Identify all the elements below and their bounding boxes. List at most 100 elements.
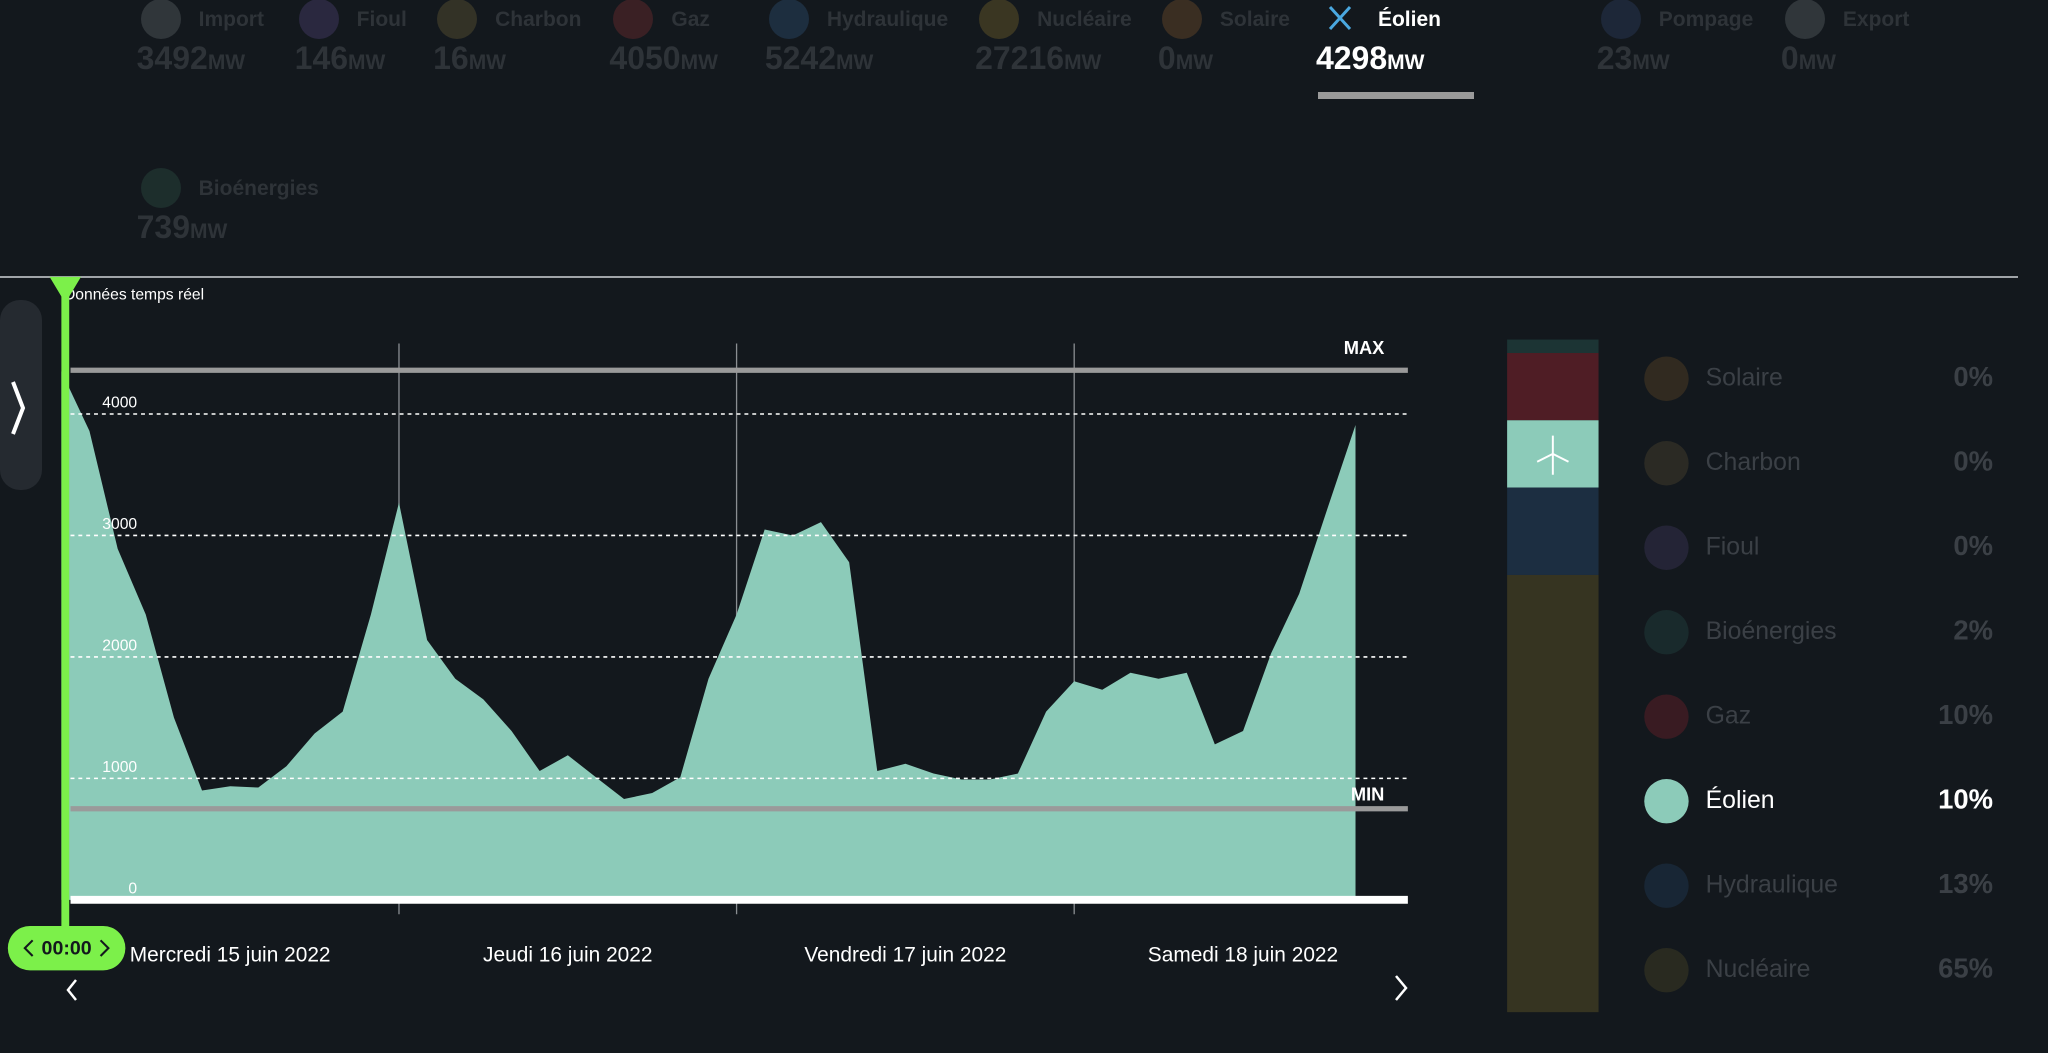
y-tick-label: 2000 (102, 638, 137, 655)
source-unit: MW (1798, 50, 1837, 74)
source-value-number: 27216 (975, 39, 1065, 76)
source-icon (140, 0, 181, 39)
stack-segment (1507, 353, 1599, 421)
x-tick-label: Samedi 18 juin 2022 (1148, 944, 1338, 967)
y-tick-label: 3000 (102, 516, 137, 533)
source-icon (298, 0, 339, 39)
source-value-number: 739 (136, 209, 191, 246)
stack-segment (1507, 339, 1599, 354)
wind-icon (1536, 435, 1569, 475)
source-value: 27216MW (975, 40, 1101, 77)
side-tab-arrow (11, 381, 26, 435)
source-unit: MW (190, 220, 228, 244)
legend-icon (1644, 694, 1689, 739)
source-unit: MW (836, 50, 874, 74)
source-value-number: 23 (1596, 39, 1633, 76)
source-name: Solaire (1219, 7, 1290, 31)
legend-icon (1644, 779, 1689, 824)
max-line-label: MAX (1344, 337, 1385, 358)
source-value-number: 4298 (1315, 39, 1388, 76)
chart-title: Données temps réel (64, 286, 204, 303)
source-icon (1784, 0, 1825, 39)
source-value: 4298MW (1316, 40, 1425, 77)
source-value: 739MW (137, 209, 228, 246)
legend-value: 0% (1953, 445, 1993, 476)
legend-value: 65% (1938, 952, 1993, 983)
source-unit: MW (1387, 50, 1425, 74)
source-name: Hydraulique (826, 7, 949, 31)
legend-value: 13% (1938, 868, 1993, 899)
legend-icon (1644, 356, 1689, 401)
source-name: Import (198, 7, 264, 31)
next-arrow[interactable] (1395, 975, 1408, 1001)
source-value-number: 146 (294, 39, 349, 76)
source-icon (1320, 0, 1360, 39)
legend-name: Fioul (1706, 533, 1760, 560)
area (61, 371, 1356, 900)
source-unit: MW (468, 50, 507, 74)
stack-segment (1507, 574, 1599, 1013)
legend-value: 0% (1953, 361, 1993, 392)
min-line-label: MIN (1351, 784, 1384, 805)
cursor-pill[interactable] (7, 925, 126, 971)
source-unit: MW (1175, 50, 1214, 74)
legend-name: Hydraulique (1706, 871, 1838, 898)
x-tick-label: Vendredi 17 juin 2022 (804, 944, 1006, 967)
legend-name: Éolien (1706, 787, 1775, 814)
source-value: 146MW (295, 40, 386, 77)
legend-icon (1644, 863, 1689, 908)
source-icon (979, 0, 1020, 39)
legend-name: Gaz (1706, 702, 1751, 729)
legend-icon (1644, 441, 1689, 486)
y-tick-label: 4000 (102, 395, 137, 412)
source-value: 16MW (433, 40, 506, 77)
source-icon (1600, 0, 1641, 39)
source-value: 5242MW (765, 40, 874, 77)
source-unit: MW (680, 50, 718, 74)
source-value: 4050MW (609, 40, 718, 77)
legend-name: Charbon (1706, 449, 1801, 476)
x-tick-label: Jeudi 16 juin 2022 (483, 944, 652, 967)
source-unit: MW (348, 50, 386, 74)
legend-value: 10% (1938, 699, 1993, 730)
source-value-number: 5242 (764, 39, 836, 76)
source-name: Export (1842, 7, 1910, 31)
source-value-number: 16 (433, 39, 469, 76)
source-name: Pompage (1658, 7, 1754, 31)
source-unit: MW (1632, 50, 1670, 74)
cursor-time: 00:00 (42, 938, 92, 960)
source-name: Éolien (1377, 7, 1441, 31)
selected-underline (1317, 91, 1474, 99)
side-tab[interactable] (0, 300, 42, 490)
y-tick-label: 1000 (102, 759, 137, 776)
source-icon (437, 0, 478, 39)
source-name: Fioul (356, 7, 407, 31)
legend-name: Solaire (1706, 364, 1783, 391)
legend-value: 2% (1953, 614, 1993, 645)
legend-icon (1644, 610, 1689, 655)
source-icon (613, 0, 654, 39)
source-unit: MW (207, 50, 246, 74)
x-tick-label: Mercredi 15 juin 2022 (130, 944, 331, 967)
source-value-number: 4050 (609, 39, 681, 76)
source-value: 0MW (1781, 40, 1836, 77)
source-name: Charbon (495, 7, 582, 31)
source-name: Bioénergies (198, 177, 319, 201)
legend-name: Bioénergies (1706, 618, 1837, 645)
source-value: 0MW (1158, 40, 1213, 77)
source-value-number: 0 (1157, 39, 1176, 76)
prev-arrow[interactable] (66, 979, 77, 1001)
source-value-number: 3492 (136, 39, 208, 76)
cursor-left (23, 939, 34, 957)
source-name: Nucléaire (1037, 7, 1132, 31)
source-value-number: 0 (1780, 39, 1799, 76)
source-icon (140, 168, 181, 209)
source-icon (768, 0, 809, 39)
source-value: 3492MW (137, 40, 246, 77)
legend-icon (1644, 948, 1689, 993)
legend-name: Nucléaire (1706, 956, 1811, 983)
legend-value: 0% (1953, 530, 1993, 561)
legend-icon (1644, 525, 1689, 570)
